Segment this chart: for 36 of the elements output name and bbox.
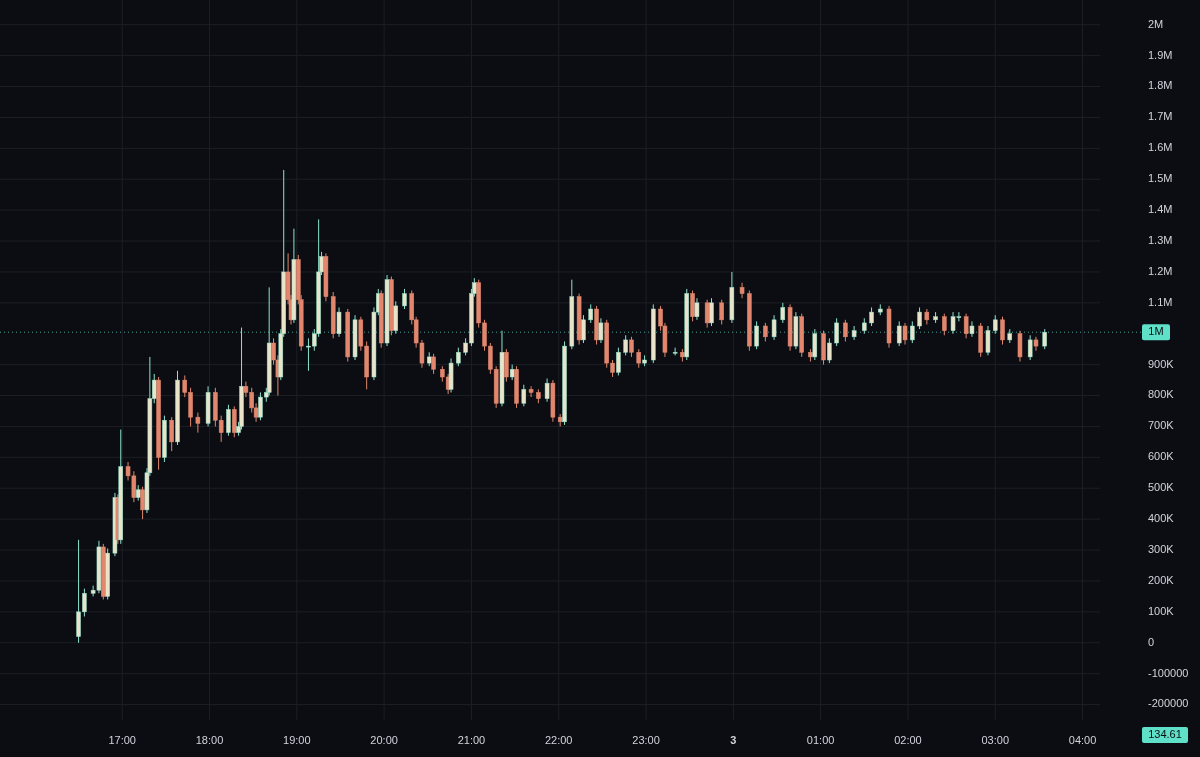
x-tick-label: 3: [730, 734, 737, 746]
y-tick-label: 800K: [1148, 388, 1175, 401]
y-tick-label: 1.4M: [1148, 203, 1173, 216]
y-tick-label: 100K: [1148, 604, 1175, 617]
x-tick-label: 23:00: [632, 734, 660, 746]
x-tick-label: 17:00: [108, 734, 136, 746]
y-tick-label: 1.8M: [1148, 79, 1173, 92]
x-tick-label: 21:00: [457, 734, 486, 746]
y-tick-label: 700K: [1148, 419, 1175, 432]
y-tick-label: 1.1M: [1148, 295, 1173, 308]
text: 134.61: [1148, 727, 1182, 740]
x-tick-label: 04:00: [1068, 734, 1097, 746]
y-tick-label: 400K: [1148, 512, 1175, 525]
y-tick-label: 900K: [1148, 357, 1175, 370]
y-tick-label: 600K: [1148, 450, 1175, 463]
y-tick-label: 1.6M: [1148, 141, 1173, 154]
y-tick-label: 2M: [1148, 17, 1164, 30]
y-tick-label: 1.7M: [1148, 110, 1173, 123]
y-tick-label: 300K: [1148, 542, 1175, 555]
x-tick-label: 01:00: [806, 734, 835, 746]
y-tick-label: -200000: [1148, 697, 1189, 710]
y-tick-label: 500K: [1148, 481, 1175, 494]
y-tick-label: 1.9M: [1148, 48, 1173, 61]
y-tick-label: 1.3M: [1148, 233, 1173, 246]
y-tick-label: 0: [1148, 635, 1155, 648]
y-tick-label: 1.2M: [1148, 264, 1173, 277]
x-tick-label: 18:00: [195, 734, 224, 746]
ref-line-label: 1M: [1148, 325, 1164, 338]
y-tick-label: -100000: [1148, 666, 1189, 679]
y-tick-label: 200K: [1148, 573, 1175, 586]
x-tick-label: 02:00: [894, 734, 922, 746]
y-tick-label: 1.5M: [1148, 172, 1173, 185]
x-tick-label: 03:00: [981, 734, 1009, 746]
x-tick-label: 22:00: [544, 734, 573, 746]
x-tick-label: 19:00: [283, 734, 311, 746]
x-tick-label: 20:00: [370, 734, 398, 746]
